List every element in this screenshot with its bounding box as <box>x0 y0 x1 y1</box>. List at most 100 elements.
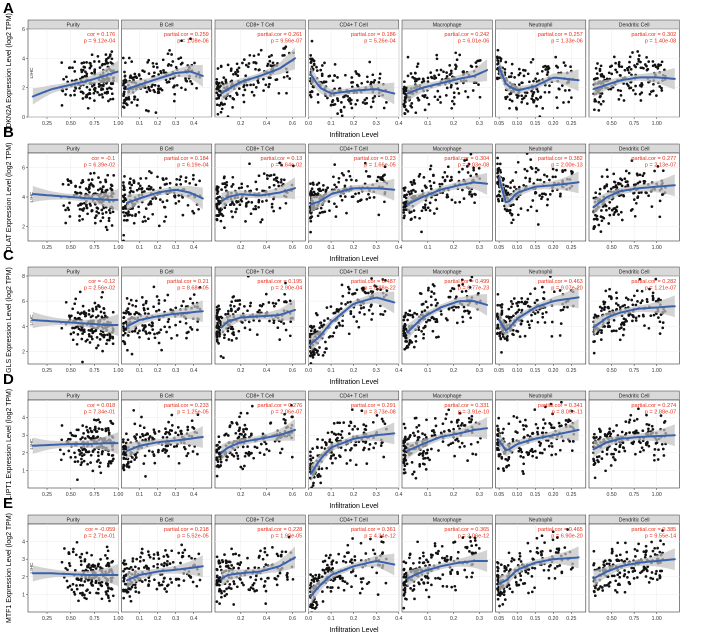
data-point <box>242 85 245 89</box>
data-point <box>354 102 358 106</box>
data-point <box>215 450 219 454</box>
data-point <box>102 311 106 315</box>
data-point <box>597 100 601 104</box>
data-point <box>347 424 351 428</box>
data-point <box>78 86 81 90</box>
data-point <box>107 462 110 466</box>
data-point <box>534 166 538 170</box>
data-point <box>121 333 125 337</box>
data-point <box>634 92 637 96</box>
plot-content <box>215 45 296 117</box>
data-point <box>612 213 616 216</box>
data-point <box>176 426 180 429</box>
data-point <box>81 208 84 212</box>
x-tick-label: 0.15 <box>530 368 540 374</box>
data-point <box>163 205 167 209</box>
data-point <box>122 128 125 131</box>
x-tick-label: 0.4 <box>395 121 402 127</box>
data-point <box>246 452 250 456</box>
data-point <box>225 458 228 462</box>
data-point <box>85 61 88 64</box>
p-value: p = 1.40e-08 <box>645 39 677 45</box>
data-point <box>132 221 136 225</box>
data-point <box>337 432 340 436</box>
y-tick-label: 2 <box>22 451 25 457</box>
data-point <box>104 429 108 433</box>
data-point <box>124 311 128 315</box>
data-point <box>241 61 244 65</box>
data-point <box>612 172 616 176</box>
data-point <box>156 175 159 179</box>
data-point <box>525 169 529 173</box>
data-point <box>79 463 83 467</box>
data-point <box>174 202 178 205</box>
data-point <box>122 233 126 237</box>
data-point <box>622 323 626 327</box>
data-point <box>503 67 507 71</box>
confidence-band <box>310 66 395 105</box>
confidence-band <box>407 293 488 341</box>
data-point <box>596 76 599 80</box>
data-point <box>420 80 424 84</box>
data-point <box>515 329 518 333</box>
data-point <box>318 346 321 349</box>
data-point <box>436 89 440 93</box>
data-point <box>100 208 104 212</box>
data-point <box>232 454 236 458</box>
data-point <box>357 191 361 195</box>
data-point <box>216 196 220 199</box>
data-point <box>364 424 368 428</box>
data-point <box>122 322 125 325</box>
data-point <box>144 176 148 180</box>
data-point <box>216 93 220 97</box>
x-tick-label: 0.1 <box>327 121 334 127</box>
data-point <box>108 460 112 463</box>
data-point <box>110 454 114 457</box>
data-point <box>600 329 603 332</box>
data-point <box>369 81 373 85</box>
data-point <box>350 178 353 182</box>
data-point <box>612 185 615 189</box>
data-point <box>414 339 418 343</box>
data-point <box>86 430 90 434</box>
data-point <box>614 329 618 333</box>
data-point <box>270 205 274 209</box>
data-point <box>122 188 125 191</box>
x-tick-label: 0.0 <box>305 121 312 127</box>
data-point <box>348 96 352 100</box>
data-point <box>351 195 355 198</box>
data-point <box>426 456 430 460</box>
data-point <box>122 218 126 222</box>
data-point <box>506 185 510 188</box>
data-point <box>235 207 238 211</box>
p-value: p = 2.00e-13 <box>551 163 583 169</box>
fit-line <box>220 428 296 454</box>
data-point <box>354 179 358 182</box>
data-point <box>270 54 273 57</box>
data-point <box>83 447 86 451</box>
data-point <box>83 330 86 334</box>
fit-line <box>31 193 119 201</box>
data-point <box>602 308 606 311</box>
data-point <box>360 81 364 85</box>
data-point <box>153 336 157 340</box>
plot-content <box>31 290 119 364</box>
data-point <box>544 193 548 196</box>
data-point <box>272 178 276 181</box>
data-point <box>246 309 249 313</box>
y-axis-label: LIPT1 Expression Level (log2 TPM) <box>6 389 13 499</box>
data-point <box>531 199 535 202</box>
data-point <box>608 287 611 291</box>
data-point <box>309 60 313 63</box>
data-point <box>111 82 114 86</box>
data-point <box>343 184 347 188</box>
data-point <box>661 192 665 196</box>
data-point <box>505 335 509 339</box>
data-point <box>140 296 144 299</box>
data-point <box>124 96 128 100</box>
data-point <box>498 304 502 307</box>
data-point <box>517 185 521 189</box>
data-point <box>445 86 449 90</box>
data-point <box>279 320 283 323</box>
